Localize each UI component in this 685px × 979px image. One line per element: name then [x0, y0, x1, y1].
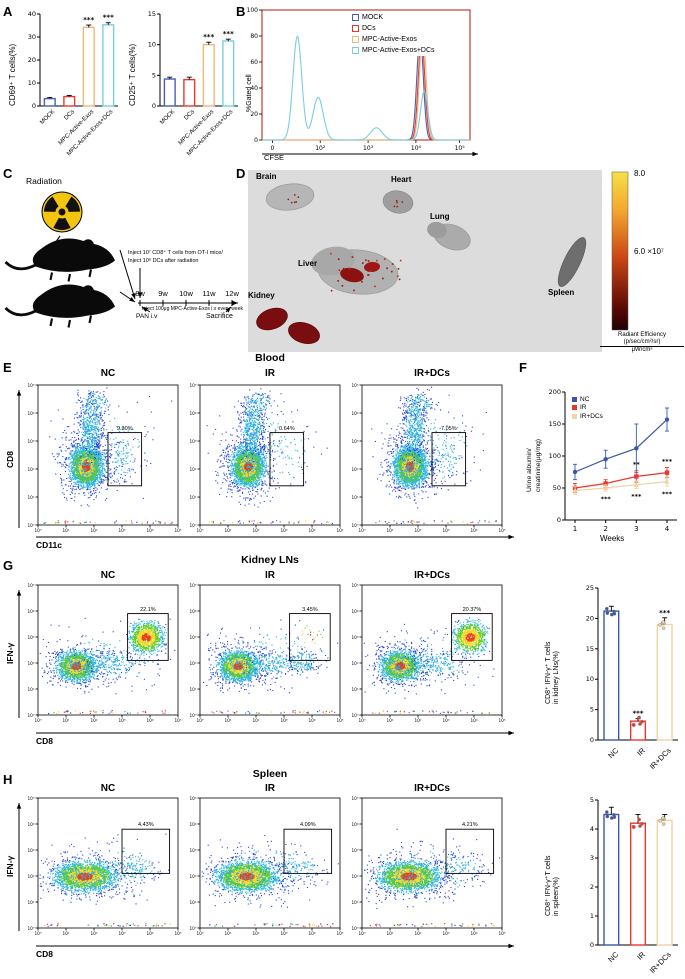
- cd8-y-axis-label: CD8: [5, 450, 15, 468]
- gate-percentage: 9.30%: [116, 425, 133, 432]
- timeline-week-label: 10w: [179, 289, 193, 298]
- panel-label-f: F: [519, 360, 527, 375]
- urine-y-axis-label-line2: creatinine(μg/mg): [535, 438, 542, 492]
- panel-label-e: E: [3, 360, 12, 375]
- timeline-week-label: 11w: [202, 289, 216, 298]
- group-header-ir: IR: [265, 570, 275, 581]
- legend-label: MPC-Active-Exos: [362, 36, 417, 43]
- timeline-week-label: 12w: [225, 289, 239, 298]
- timeline-week-label: 8w: [135, 289, 145, 298]
- scale-max-value: 8.0: [634, 169, 646, 178]
- spleen-bar-y-label-line1: CD8⁺ IFN-γ⁺T cells: [545, 855, 552, 916]
- panel-label-b: B: [236, 4, 246, 19]
- scale-mid-value: 6.0 ×10⁷: [634, 247, 664, 256]
- group-header-ir: IR: [265, 368, 275, 379]
- group-header-nc: NC: [100, 368, 116, 379]
- weeks-x-axis-label: Weeks: [600, 534, 625, 543]
- organ-label-kidney: Kidney: [248, 291, 275, 300]
- legend-label: DCs: [362, 25, 376, 32]
- panel-label-h: H: [3, 772, 13, 787]
- legend-label: IR: [580, 404, 587, 412]
- legend-swatch: [352, 14, 359, 21]
- cd8-x-axis-label: CD8: [36, 736, 54, 746]
- legend-swatch: [352, 47, 359, 54]
- ifng-y-axis-label: IFN-γ: [5, 642, 15, 664]
- radiation-label: Radiation: [26, 176, 62, 186]
- legend-swatch: [352, 25, 359, 32]
- cd8-x-axis-label: CD8: [36, 949, 54, 959]
- group-header-ir: IR: [265, 783, 275, 794]
- inject-exos-text: Inject 100μg MPC-Active-Exos i.v every w…: [142, 306, 243, 312]
- gate-percentage: 7.05%: [440, 425, 457, 432]
- legend-label: IR+DCs: [580, 412, 603, 420]
- group-header-irdcs: IR+DCs: [414, 783, 450, 794]
- spleen-title: Spleen: [252, 768, 288, 780]
- legend-row: NC: [572, 395, 603, 404]
- legend-swatch: [572, 405, 577, 411]
- gate-percentage: 4.09%: [299, 822, 316, 829]
- radiant-efficiency-unit: Radiant Efficiency (p/sec/cm²/sr) μW/cm²: [600, 332, 684, 354]
- legend-label: MOCK: [362, 14, 383, 21]
- organ-label-brain: Brain: [256, 172, 277, 181]
- organ-label-lung: Lung: [430, 212, 450, 221]
- kidney-lns-title: Kidney LNs: [241, 554, 299, 566]
- organ-label-spleen: Spleen: [548, 288, 575, 297]
- legend-row: MOCK: [352, 12, 435, 23]
- legend-label: MPC-Active-Exos+DCs: [362, 47, 435, 54]
- legend-swatch: [572, 413, 577, 419]
- timeline-week-label: 9w: [158, 289, 168, 298]
- legend-row: MPC-Active-Exos: [352, 34, 435, 45]
- cd11c-x-axis-label: CD11c: [36, 540, 62, 550]
- panel-label-g: G: [3, 558, 14, 573]
- ifng-y-axis-label: IFN-γ: [5, 855, 15, 877]
- panel-label-a: A: [3, 4, 13, 19]
- gate-percentage: 4.21%: [461, 822, 478, 829]
- group-header-irdcs: IR+DCs: [414, 570, 450, 581]
- radiant-unit-numerator: (p/sec/cm²/sr): [600, 339, 684, 347]
- kidney-bar-y-label-line1: CD8⁺ IFN-γ⁺ T cells: [545, 641, 552, 705]
- gate-percentage: 20.37%: [462, 606, 482, 613]
- blood-title: Blood: [255, 352, 285, 364]
- organ-label-heart: Heart: [391, 175, 412, 184]
- inject-tcells-text: Inject 10⁷ CD8⁺ T cells from OT-I mice/: [128, 250, 223, 256]
- organ-label-liver: Liver: [298, 259, 318, 268]
- legend-swatch: [572, 396, 577, 402]
- group-header-nc: NC: [100, 570, 116, 581]
- cfse-x-axis-label: CFSE: [264, 153, 285, 162]
- radiant-efficiency-label: Radiant Efficiency: [618, 332, 666, 338]
- sacrifice-text: Sacrifice: [206, 313, 233, 320]
- inject-dcs-text: Inject 10⁶ DCs after radiation: [128, 258, 199, 264]
- gate-percentage: 3.45%: [302, 606, 318, 613]
- cd69-y-axis-label: CD69⁺ T cells(%): [8, 43, 17, 106]
- urine-y-axis-label-line1: Urine albumin/: [526, 448, 533, 492]
- legend-swatch: [352, 36, 359, 43]
- gate-percentage: 22.1%: [140, 606, 156, 613]
- gate-percentage: 4.43%: [137, 822, 154, 829]
- panel-label-c: C: [3, 166, 13, 181]
- group-header-nc: NC: [100, 783, 116, 794]
- legend-label: NC: [580, 395, 590, 403]
- group-header-irdcs: IR+DCs: [414, 368, 450, 379]
- radiant-unit-denominator: μW/cm²: [631, 347, 653, 353]
- legend-row: IR+DCs: [572, 412, 603, 421]
- gated-cell-y-axis-label: %Gated cell: [246, 74, 253, 112]
- cd25-y-axis-label: CD25⁺ T cells(%): [128, 43, 137, 106]
- pan-iv-text: PAN i.v: [136, 313, 158, 320]
- legend: NC IR IR+DCs: [572, 395, 603, 421]
- legend-row: DCs: [352, 23, 435, 34]
- kidney-bar-y-label-line2: in kidney LNs(%): [553, 651, 560, 704]
- spleen-bar-y-label-line2: in spleen(%): [553, 877, 560, 916]
- panel-label-d: D: [236, 166, 246, 181]
- gate-percentage: 0.64%: [278, 425, 295, 432]
- legend-row: MPC-Active-Exos+DCs: [352, 45, 435, 56]
- legend: MOCK DCs MPC-Active-Exos MPC-Active-Exos+DC…: [352, 12, 435, 56]
- legend-row: IR: [572, 404, 603, 413]
